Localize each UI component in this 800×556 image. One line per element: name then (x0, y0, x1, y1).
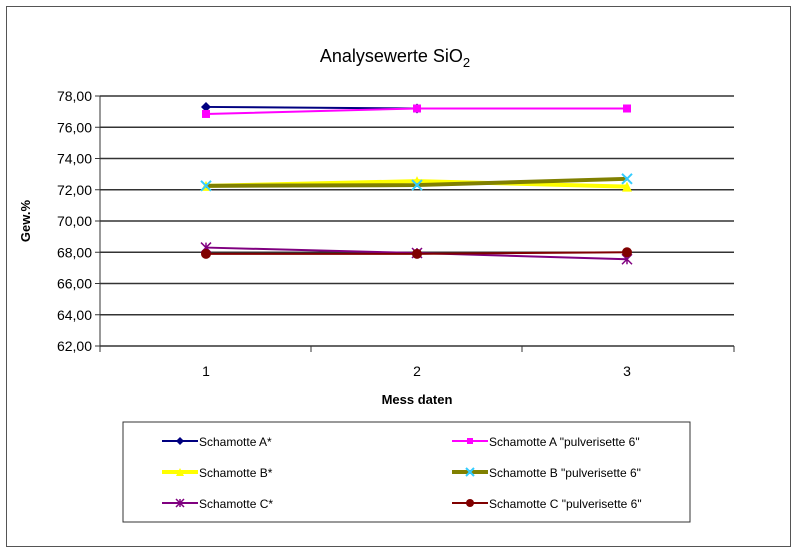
data-point (465, 467, 475, 477)
y-tick-label: 64,00 (57, 307, 92, 323)
data-point (175, 498, 185, 508)
data-point (202, 109, 210, 118)
x-tick-label: 3 (623, 363, 631, 379)
y-tick-label: 70,00 (57, 213, 92, 229)
y-tick-label: 74,00 (57, 151, 92, 167)
data-point (622, 247, 632, 258)
data-point (466, 499, 474, 507)
legend (122, 421, 691, 523)
x-tick-label: 2 (413, 363, 421, 379)
data-point (411, 179, 423, 191)
series-line (205, 105, 418, 110)
data-point (200, 180, 212, 192)
data-point (412, 248, 422, 259)
data-point (467, 438, 473, 444)
legend-label: Schamotte A* (199, 435, 272, 449)
data-point (176, 468, 184, 476)
legend-label: Schamotte C "pulverisette 6" (489, 497, 642, 511)
y-tick-label: 68,00 (57, 244, 92, 260)
data-point (623, 104, 631, 113)
chart-frame (6, 6, 791, 547)
y-tick-label: 66,00 (57, 276, 92, 292)
data-point (201, 101, 211, 112)
data-point (413, 104, 421, 113)
x-axis-label: Mess daten (382, 392, 453, 407)
data-point (201, 248, 211, 259)
data-point (622, 181, 632, 192)
y-tick-label: 78,00 (57, 88, 92, 104)
data-point (176, 437, 184, 445)
legend-label: Schamotte A "pulverisette 6" (489, 435, 640, 449)
y-tick-label: 76,00 (57, 119, 92, 135)
y-axis-label: Gew.% (18, 199, 33, 242)
y-tick-label: 62,00 (57, 338, 92, 354)
legend-label: Schamotte B "pulverisette 6" (489, 466, 641, 480)
chart-title: Analysewerte SiO2 (320, 46, 470, 70)
x-tick-label: 1 (202, 363, 210, 379)
legend-label: Schamotte C* (199, 497, 273, 511)
legend-label: Schamotte B* (199, 466, 273, 480)
y-tick-label: 72,00 (57, 182, 92, 198)
data-point (621, 173, 633, 185)
